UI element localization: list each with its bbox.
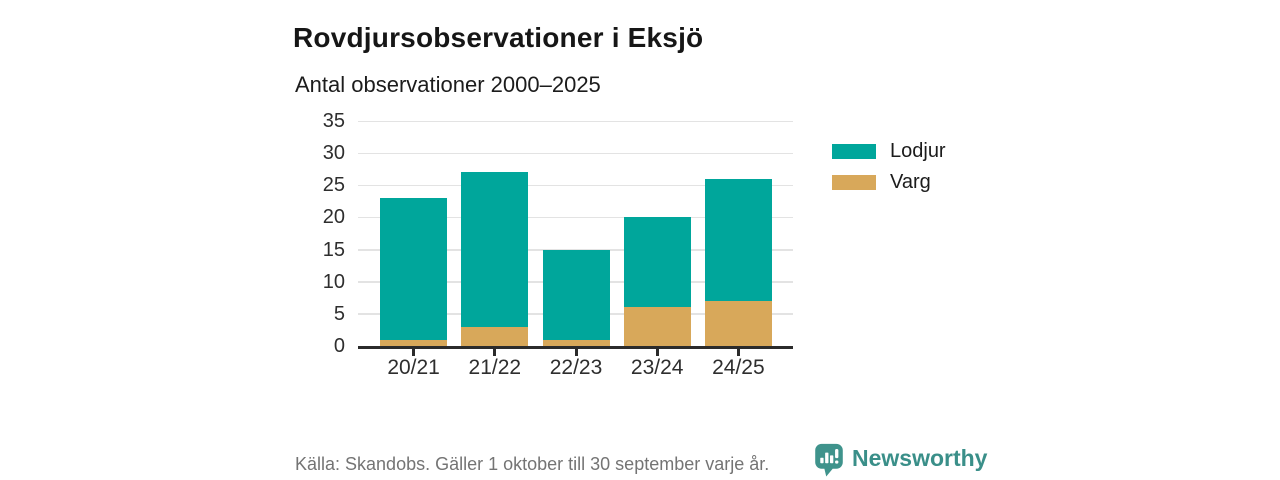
legend-item-varg: Varg <box>832 171 946 193</box>
x-tick-22-23 <box>574 349 578 356</box>
gridline-35 <box>358 120 793 122</box>
brand-name: Newsworthy <box>852 445 988 471</box>
y-tick-label-25: 25 <box>322 174 345 197</box>
bar-lodjur-20-21 <box>380 198 448 340</box>
bar-varg-22-23 <box>542 339 610 346</box>
chart-title: Rovdjursobservationer i Eksjö <box>293 21 704 53</box>
newsworthy-icon <box>814 443 844 477</box>
bar-lodjur-22-23 <box>542 249 610 340</box>
x-tick-23-24 <box>655 349 659 356</box>
y-tick-label-0: 0 <box>333 335 345 357</box>
bar-lodjur-24-25 <box>704 178 772 301</box>
x-label-23-24: 23/24 <box>630 356 684 379</box>
legend-swatch-lodjur <box>832 143 876 159</box>
legend-label-lodjur: Lodjur <box>890 139 946 162</box>
gridline-25 <box>358 184 793 187</box>
bar-varg-24-25 <box>704 301 772 346</box>
x-axis: 20/21 21/22 22/23 23/24 24/25 <box>358 356 793 382</box>
x-tick-20-21 <box>412 349 416 356</box>
y-tick-label-15: 15 <box>322 238 345 261</box>
y-tick-label-10: 10 <box>322 270 345 293</box>
bar-varg-23-24 <box>623 307 691 346</box>
legend-swatch-varg <box>832 174 876 190</box>
x-label-21-22: 21/22 <box>468 356 522 379</box>
y-tick-label-5: 5 <box>333 302 345 325</box>
y-tick-label-20: 20 <box>322 206 345 229</box>
x-tick-21-22 <box>493 349 497 356</box>
x-label-20-21: 20/21 <box>387 356 440 379</box>
bar-lodjur-21-22 <box>461 172 529 327</box>
y-tick-label-35: 35 <box>322 110 345 132</box>
bar-varg-20-21 <box>380 339 448 346</box>
gridline-20 <box>358 216 793 219</box>
y-tick-label-30: 30 <box>322 142 345 165</box>
x-tick-24-25 <box>736 349 740 356</box>
bar-varg-21-22 <box>461 326 529 346</box>
y-axis: 0 5 10 15 20 25 30 35 <box>293 111 345 356</box>
legend-item-lodjur: Lodjur <box>832 140 946 162</box>
legend-label-varg: Varg <box>890 170 931 193</box>
gridline-30 <box>358 152 793 155</box>
x-label-24-25: 24/25 <box>712 356 765 379</box>
newsworthy-logo[interactable]: Newsworthy <box>814 443 987 477</box>
source-note: Källa: Skandobs. Gäller 1 oktober till 3… <box>295 454 770 474</box>
bar-lodjur-23-24 <box>623 217 691 308</box>
x-label-22-23: 22/23 <box>549 356 603 379</box>
plot-area <box>358 120 793 356</box>
legend: Lodjur Varg <box>832 140 946 193</box>
chart-subtitle: Antal observationer 2000–2025 <box>295 72 601 97</box>
